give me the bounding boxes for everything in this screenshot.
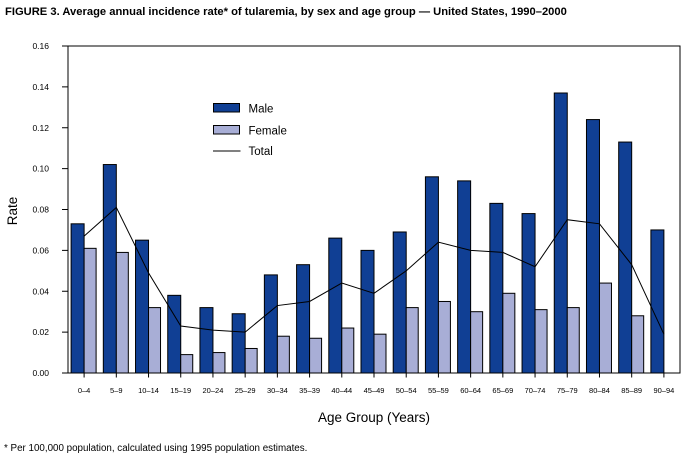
x-category-label: 45–49 (364, 386, 385, 395)
x-category-label: 0–4 (78, 386, 91, 395)
legend-female-label: Female (249, 126, 287, 138)
y-tick-label: 0.04 (32, 286, 49, 296)
bar-male-5–9 (102, 164, 117, 374)
bar-female-40–44 (341, 327, 355, 374)
bar-male-80–84 (585, 119, 600, 374)
x-axis-title: Age Group (Years) (318, 410, 430, 425)
x-category-label: 20–24 (203, 386, 224, 395)
bar-male-40–44 (328, 237, 343, 374)
x-category-label: 80–84 (589, 386, 610, 395)
x-category-label: 40–44 (331, 386, 352, 395)
bar-male-55–59 (424, 176, 439, 374)
bar-female-30–34 (276, 335, 290, 374)
legend-female-swatch (213, 125, 240, 135)
figure-title: FIGURE 3. Average annual incidence rate*… (5, 6, 567, 18)
total-line (83, 206, 665, 335)
bar-female-0–4 (83, 247, 97, 374)
x-category-label: 55–59 (428, 386, 449, 395)
y-tick-label: 0.16 (32, 41, 49, 51)
bar-female-60–64 (470, 311, 484, 374)
y-tick-label: 0.10 (32, 164, 49, 174)
x-category-label: 75–79 (557, 386, 578, 395)
bar-male-60–64 (457, 180, 472, 374)
x-category-label: 15–19 (170, 386, 191, 395)
y-tick-label: 0.00 (32, 368, 49, 378)
x-category-label: 65–69 (492, 386, 513, 395)
x-category-label: 35–39 (299, 386, 320, 395)
bar-female-10–14 (148, 307, 162, 374)
x-category-label: 70–74 (525, 386, 546, 395)
bar-male-50–54 (392, 231, 407, 374)
y-tick-label: 0.12 (32, 123, 49, 133)
x-category-label: 60–64 (460, 386, 481, 395)
bar-male-20–24 (199, 307, 214, 374)
bar-female-55–59 (437, 300, 451, 374)
legend-male-swatch (213, 103, 240, 113)
bar-female-75–79 (566, 307, 580, 374)
figure-footnote: * Per 100,000 population, calculated usi… (4, 443, 308, 454)
x-category-label: 85–89 (621, 386, 642, 395)
bar-male-75–79 (553, 92, 568, 374)
bar-female-5–9 (115, 251, 129, 374)
bar-male-25–29 (231, 313, 246, 374)
bar-male-85–89 (618, 141, 633, 374)
bar-female-25–29 (244, 347, 258, 374)
x-category-label: 30–34 (267, 386, 288, 395)
bar-female-70–74 (534, 309, 548, 374)
x-category-label: 90–94 (653, 386, 674, 395)
bar-male-45–49 (360, 249, 375, 374)
bar-male-35–39 (296, 264, 311, 374)
x-category-label: 25–29 (235, 386, 256, 395)
bar-female-85–89 (631, 315, 645, 374)
legend-male-label: Male (249, 104, 274, 116)
bar-male-65–69 (489, 202, 504, 374)
bar-female-50–54 (405, 307, 419, 374)
bar-female-80–84 (598, 282, 612, 374)
bar-male-30–34 (263, 274, 278, 374)
y-tick-label: 0.02 (32, 327, 49, 337)
legend-total-label: Total (249, 146, 273, 158)
x-category-label: 5–9 (110, 386, 123, 395)
bar-male-70–74 (521, 213, 536, 374)
y-axis-title: Rate (5, 197, 20, 226)
y-tick-label: 0.08 (32, 205, 49, 215)
bar-male-0–4 (70, 223, 85, 374)
bar-female-45–49 (373, 333, 387, 374)
bar-female-35–39 (309, 337, 323, 374)
bar-female-20–24 (212, 352, 226, 374)
x-category-label: 50–54 (396, 386, 417, 395)
y-tick-label: 0.06 (32, 245, 49, 255)
y-tick-label: 0.14 (32, 82, 49, 92)
bar-male-90–94 (650, 229, 665, 374)
bar-female-15–19 (180, 354, 194, 374)
bar-female-65–69 (502, 292, 516, 374)
x-category-label: 10–14 (138, 386, 159, 395)
